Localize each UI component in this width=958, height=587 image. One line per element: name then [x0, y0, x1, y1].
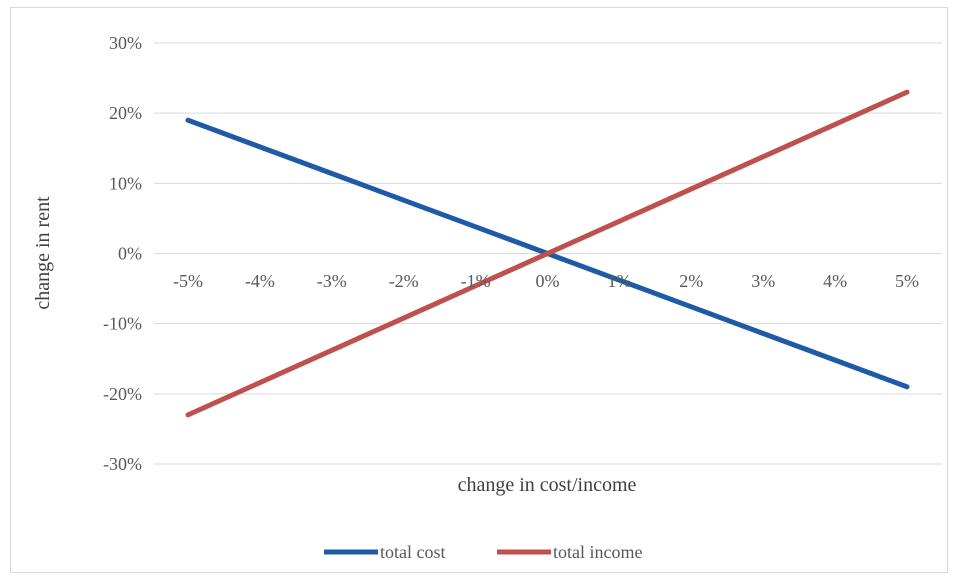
series-line-total-income — [185, 89, 910, 418]
series-lines — [185, 89, 910, 418]
x-axis-tick-label: 3% — [751, 271, 775, 291]
gridlines — [154, 42, 942, 465]
x-axis-tick-label: -2% — [389, 271, 419, 291]
y-axis-tick-label: 20% — [109, 103, 142, 123]
chart-frame: 30% 20% 10% 0% -10% -20% -30% -5% -4% -3% -2% -1% 0… — [10, 7, 948, 573]
y-axis-tick-label: -10% — [103, 314, 142, 334]
y-axis-tick-label: -30% — [103, 454, 142, 474]
legend-total-cost-label: total cost — [380, 542, 446, 562]
legend-total-income-label: total income — [553, 542, 642, 562]
x-axis-tick-label: -3% — [317, 271, 347, 291]
x-axis-tick-label: 1% — [607, 271, 631, 291]
y-axis-tick-label: 30% — [109, 33, 142, 53]
y-axis-title: change in rent — [32, 196, 54, 310]
x-axis-title: change in cost/income — [458, 474, 637, 496]
y-axis-tick-labels: 30% 20% 10% 0% -10% -20% -30% — [103, 33, 142, 474]
x-axis-tick-label: -1% — [461, 271, 491, 291]
x-axis-tick-labels: -5% -4% -3% -2% -1% 0% 1% 2% 3% 4% 5% — [173, 271, 919, 291]
x-axis-tick-label: 5% — [895, 271, 919, 291]
x-axis-tick-label: -5% — [173, 271, 203, 291]
x-axis-tick-label: 4% — [823, 271, 847, 291]
y-axis-tick-label: 0% — [118, 244, 142, 264]
x-axis-tick-label: 0% — [536, 271, 560, 291]
y-axis-tick-label: -20% — [103, 384, 142, 404]
chart-legend: total cost total income — [324, 542, 642, 562]
x-axis-tick-label: -4% — [245, 271, 275, 291]
x-axis-tick-label: 2% — [679, 271, 703, 291]
y-axis-tick-label: 10% — [109, 173, 142, 193]
